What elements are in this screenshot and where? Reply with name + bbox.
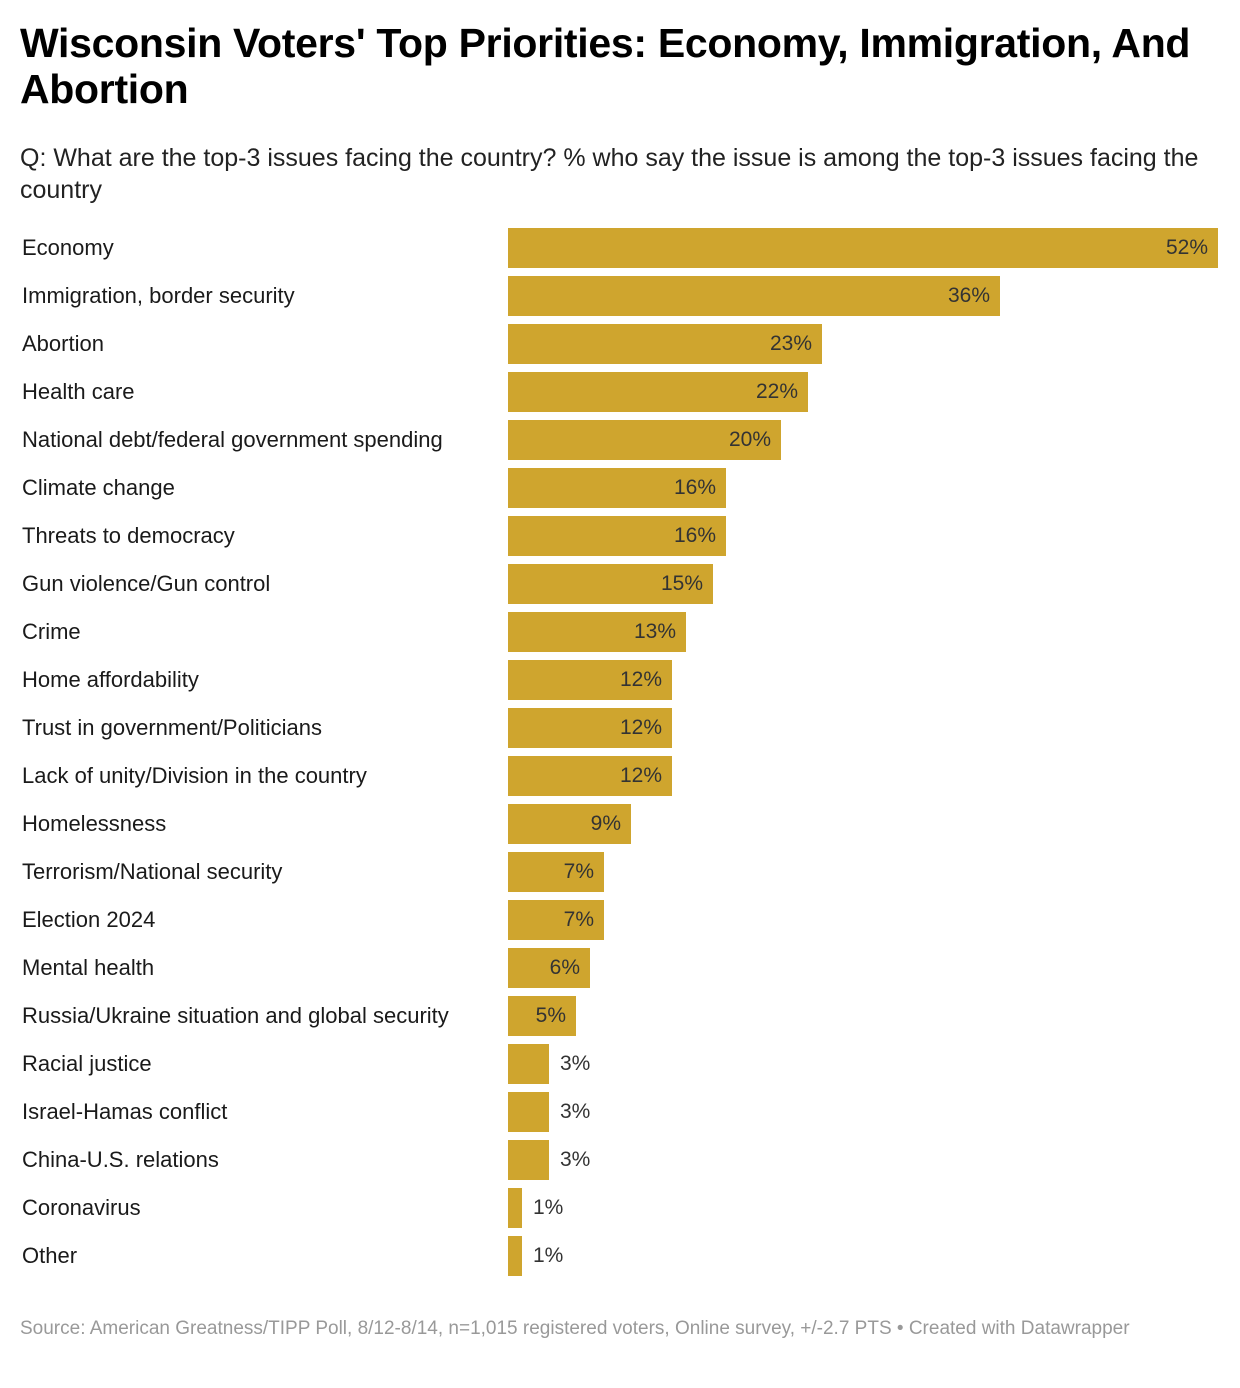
bar bbox=[508, 1236, 522, 1276]
value-label: 3% bbox=[560, 1100, 591, 1123]
value-label: 7% bbox=[563, 860, 594, 883]
chart-source-footer: Source: American Greatness/TIPP Poll, 8/… bbox=[20, 1318, 1130, 1339]
bar bbox=[508, 1188, 522, 1228]
category-label: Coronavirus bbox=[22, 1195, 141, 1220]
category-label: Health care bbox=[22, 379, 135, 404]
value-label: 12% bbox=[619, 764, 662, 787]
bar-row: National debt/federal government spendin… bbox=[0, 420, 1240, 460]
bar-row: Abortion 23% bbox=[0, 324, 1240, 364]
category-label: Election 2024 bbox=[22, 907, 156, 932]
category-label: Abortion bbox=[22, 331, 104, 356]
value-label: 6% bbox=[549, 956, 580, 979]
bar-row: Gun violence/Gun control 15% bbox=[0, 564, 1240, 604]
value-label: 20% bbox=[728, 428, 771, 451]
bar-row: Election 2024 7% bbox=[0, 900, 1240, 940]
bar-row: Russia/Ukraine situation and global secu… bbox=[0, 996, 1240, 1036]
bar-row: Crime 13% bbox=[0, 612, 1240, 652]
chart-title: Wisconsin Voters' Top Priorities: Econom… bbox=[20, 20, 1191, 112]
value-label: 9% bbox=[590, 812, 621, 835]
value-label: 13% bbox=[633, 620, 676, 643]
category-label: Immigration, border security bbox=[22, 283, 295, 308]
category-label: Crime bbox=[22, 619, 81, 644]
bar bbox=[508, 852, 604, 892]
bar-row: Racial justice 3% bbox=[0, 1044, 1240, 1084]
bar bbox=[508, 1044, 549, 1084]
category-label: Lack of unity/Division in the country bbox=[22, 763, 367, 788]
bar-row: Home affordability 12% bbox=[0, 660, 1240, 700]
value-label: 16% bbox=[673, 476, 716, 499]
category-label: Economy bbox=[22, 235, 114, 260]
value-label: 3% bbox=[560, 1052, 591, 1075]
value-label: 16% bbox=[673, 524, 716, 547]
bar-row: Health care 22% bbox=[0, 372, 1240, 412]
value-label: 1% bbox=[533, 1244, 564, 1267]
value-label: 36% bbox=[947, 284, 990, 307]
bar bbox=[508, 516, 726, 556]
category-label: Homelessness bbox=[22, 811, 167, 836]
bar bbox=[508, 660, 672, 700]
bar-row: Threats to democracy 16% bbox=[0, 516, 1240, 556]
category-label: Russia/Ukraine situation and global secu… bbox=[22, 1003, 449, 1028]
bar bbox=[508, 372, 808, 412]
value-label: 1% bbox=[533, 1196, 564, 1219]
bar bbox=[508, 1140, 549, 1180]
bar bbox=[508, 708, 672, 748]
bar-row: Climate change 16% bbox=[0, 468, 1240, 508]
bar bbox=[508, 900, 604, 940]
chart-subtitle: Q: What are the top-3 issues facing the … bbox=[20, 144, 1199, 204]
value-label: 12% bbox=[619, 668, 662, 691]
bar-row: Terrorism/National security 7% bbox=[0, 852, 1240, 892]
bar bbox=[508, 756, 672, 796]
bar bbox=[508, 276, 1000, 316]
bar bbox=[508, 228, 1218, 268]
bar bbox=[508, 420, 781, 460]
category-label: Trust in government/Politicians bbox=[22, 715, 322, 740]
bar-row: Immigration, border security 36% bbox=[0, 276, 1240, 316]
value-label: 5% bbox=[535, 1004, 566, 1027]
bar-row: Mental health 6% bbox=[0, 948, 1240, 988]
value-label: 12% bbox=[619, 716, 662, 739]
category-label: Israel-Hamas conflict bbox=[22, 1099, 228, 1124]
bar bbox=[508, 612, 686, 652]
bar-row: Homelessness 9% bbox=[0, 804, 1240, 844]
category-label: Mental health bbox=[22, 955, 155, 980]
bar-row: Other 1% bbox=[0, 1236, 1240, 1276]
category-label: National debt/federal government spendin… bbox=[22, 427, 443, 452]
bar bbox=[508, 468, 726, 508]
value-label: 15% bbox=[660, 572, 703, 595]
bar-row: Trust in government/Politicians 12% bbox=[0, 708, 1240, 748]
category-label: Climate change bbox=[22, 475, 175, 500]
category-label: Threats to democracy bbox=[22, 523, 235, 548]
category-label: China-U.S. relations bbox=[22, 1147, 219, 1172]
value-label: 22% bbox=[755, 380, 798, 403]
bar-row: Economy 52% bbox=[0, 228, 1240, 268]
value-label: 23% bbox=[769, 332, 812, 355]
value-label: 52% bbox=[1165, 236, 1208, 259]
bar bbox=[508, 1092, 549, 1132]
category-label: Terrorism/National security bbox=[22, 859, 283, 884]
bar-row: Lack of unity/Division in the country 12% bbox=[0, 756, 1240, 796]
category-label: Home affordability bbox=[22, 667, 199, 692]
category-label: Gun violence/Gun control bbox=[22, 571, 271, 596]
bar bbox=[508, 324, 822, 364]
value-label: 7% bbox=[563, 908, 594, 931]
category-label: Other bbox=[22, 1243, 78, 1268]
bar-row: Coronavirus 1% bbox=[0, 1188, 1240, 1228]
bar bbox=[508, 996, 576, 1036]
bar bbox=[508, 804, 631, 844]
bar bbox=[508, 948, 590, 988]
value-label: 3% bbox=[560, 1148, 591, 1171]
bar-row: Israel-Hamas conflict 3% bbox=[0, 1092, 1240, 1132]
bar bbox=[508, 564, 713, 604]
category-label: Racial justice bbox=[22, 1051, 152, 1076]
bar-row: China-U.S. relations 3% bbox=[0, 1140, 1240, 1180]
